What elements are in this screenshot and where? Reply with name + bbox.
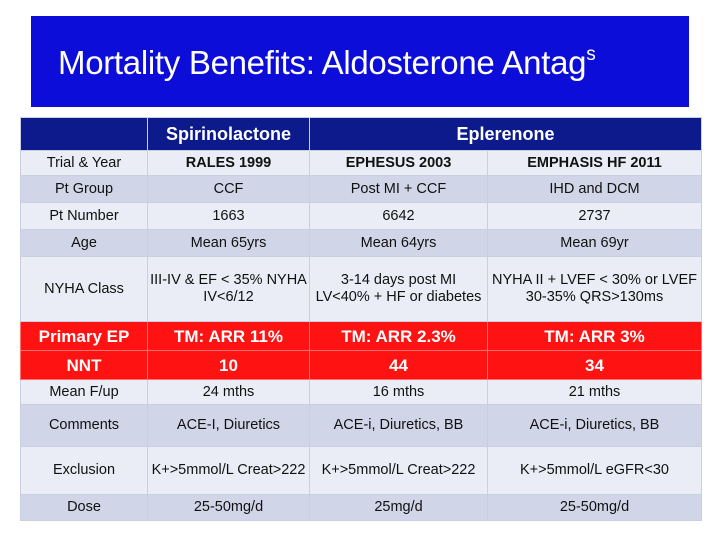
table-cell: 1663	[147, 202, 310, 230]
table-cell: 6642	[309, 202, 488, 230]
row-label: Pt Group	[20, 175, 148, 203]
table-cell: K+>5mmol/L eGFR<30	[487, 446, 702, 495]
slide-title: Mortality Benefits: Aldosterone Antags	[58, 44, 596, 82]
table-header-row: Spirinolactone Eplerenone	[20, 117, 702, 151]
table-cell: Mean 69yr	[487, 229, 702, 257]
table-cell: Post MI + CCF	[309, 175, 488, 203]
slide-title-superscript: s	[586, 44, 596, 65]
row-label: Comments	[20, 404, 148, 447]
title-banner: Mortality Benefits: Aldosterone Antags	[31, 16, 689, 107]
table-cell: TM: ARR 11%	[147, 321, 310, 351]
table-cell: EPHESUS 2003	[309, 150, 488, 176]
header-corner-cell	[20, 117, 148, 151]
table-cell: 25mg/d	[309, 494, 488, 521]
table-row: Mean F/up 24 mths 16 mths 21 mths	[20, 379, 702, 405]
table-row: Age Mean 65yrs Mean 64yrs Mean 69yr	[20, 229, 702, 257]
table-cell: 44	[309, 350, 488, 380]
table-cell: 25-50mg/d	[487, 494, 702, 521]
row-label: Pt Number	[20, 202, 148, 230]
slide-title-text: Mortality Benefits: Aldosterone Antag	[58, 44, 587, 81]
table-cell: TM: ARR 2.3%	[309, 321, 488, 351]
table-cell: EMPHASIS HF 2011	[487, 150, 702, 176]
row-label: Dose	[20, 494, 148, 521]
table-cell: K+>5mmol/L Creat>222	[309, 446, 488, 495]
table-cell: CCF	[147, 175, 310, 203]
table-row-highlight: NNT 10 44 34	[20, 350, 702, 380]
row-label: Age	[20, 229, 148, 257]
table-cell: 25-50mg/d	[147, 494, 310, 521]
table-row-highlight: Primary EP TM: ARR 11% TM: ARR 2.3% TM: …	[20, 321, 702, 351]
table-cell: III-IV & EF < 35% NYHA IV<6/12	[147, 256, 310, 322]
table-cell: 2737	[487, 202, 702, 230]
table-row: Pt Group CCF Post MI + CCF IHD and DCM	[20, 175, 702, 203]
comparison-table: Spirinolactone Eplerenone Trial & Year R…	[20, 117, 702, 521]
table-cell: 3-14 days post MI LV<40% + HF or diabete…	[309, 256, 488, 322]
table-cell: 34	[487, 350, 702, 380]
table-row: Trial & Year RALES 1999 EPHESUS 2003 EMP…	[20, 150, 702, 176]
table-cell: ACE-I, Diuretics	[147, 404, 310, 447]
table-cell: Mean 65yrs	[147, 229, 310, 257]
header-spirinolactone: Spirinolactone	[147, 117, 310, 151]
table-row: NYHA Class III-IV & EF < 35% NYHA IV<6/1…	[20, 256, 702, 322]
table-cell: 21 mths	[487, 379, 702, 405]
row-label: NYHA Class	[20, 256, 148, 322]
table-row: Pt Number 1663 6642 2737	[20, 202, 702, 230]
table-cell: RALES 1999	[147, 150, 310, 176]
table-cell: IHD and DCM	[487, 175, 702, 203]
row-label: Mean F/up	[20, 379, 148, 405]
table-cell: Mean 64yrs	[309, 229, 488, 257]
table-cell: ACE-i, Diuretics, BB	[309, 404, 488, 447]
table-cell: TM: ARR 3%	[487, 321, 702, 351]
table-cell: 10	[147, 350, 310, 380]
table-cell: ACE-i, Diuretics, BB	[487, 404, 702, 447]
table-cell: NYHA II + LVEF < 30% or LVEF 30-35% QRS>…	[487, 256, 702, 322]
row-label: Trial & Year	[20, 150, 148, 176]
table-row: Exclusion K+>5mmol/L Creat>222 K+>5mmol/…	[20, 446, 702, 495]
table-row: Dose 25-50mg/d 25mg/d 25-50mg/d	[20, 494, 702, 521]
table-cell: K+>5mmol/L Creat>222	[147, 446, 310, 495]
header-eplerenone: Eplerenone	[309, 117, 702, 151]
row-label: NNT	[20, 350, 148, 380]
row-label: Exclusion	[20, 446, 148, 495]
table-cell: 16 mths	[309, 379, 488, 405]
table-row: Comments ACE-I, Diuretics ACE-i, Diureti…	[20, 404, 702, 447]
table-cell: 24 mths	[147, 379, 310, 405]
row-label: Primary EP	[20, 321, 148, 351]
